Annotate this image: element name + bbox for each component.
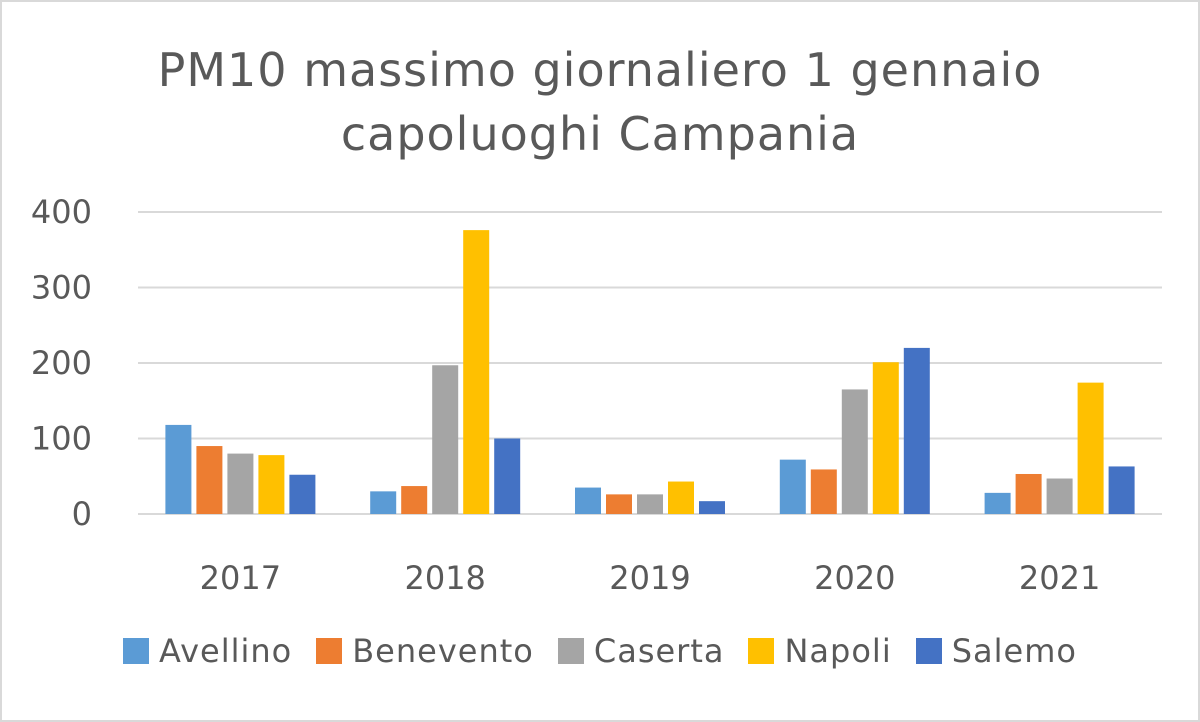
y-axis-ticks: 0 100 200 300 400 <box>31 193 92 533</box>
bar-salerno-2018 <box>494 438 521 514</box>
bars <box>165 230 1135 514</box>
bar-avellino-2017 <box>165 424 192 514</box>
legend-swatch <box>316 638 343 664</box>
x-axis-ticks: 2017 2018 2019 2020 2021 <box>200 559 1101 597</box>
legend: Avellino Benevento Caserta Napoli Salemo <box>0 632 1200 670</box>
legend-swatch <box>915 638 942 664</box>
legend-label: Avellino <box>159 632 293 670</box>
legend-swatch <box>748 638 775 664</box>
chart-title-line-2: capoluoghi Campania <box>340 107 860 161</box>
bar-salerno-2020 <box>903 347 930 514</box>
legend-label: Salemo <box>951 632 1077 670</box>
y-tick-label: 0 <box>72 495 92 533</box>
legend-swatch <box>557 638 584 664</box>
bar-caserta-2020 <box>841 389 868 514</box>
bar-benevento-2017 <box>196 446 223 514</box>
legend-item-salerno: Salemo <box>915 632 1077 670</box>
bar-avellino-2018 <box>370 491 397 514</box>
y-tick-label: 400 <box>31 193 92 231</box>
x-tick-label: 2021 <box>1019 559 1100 597</box>
legend-item-avellino: Avellino <box>123 632 292 670</box>
gridlines <box>138 211 1162 515</box>
y-tick-label: 100 <box>31 420 92 458</box>
legend-item-benevento: Benevento <box>316 632 534 670</box>
bar-caserta-2019 <box>637 494 663 514</box>
bar-benevento-2019 <box>606 494 632 514</box>
bar-napoli-2020 <box>872 362 899 514</box>
x-tick-label: 2017 <box>200 559 281 597</box>
bar-caserta-2017 <box>227 453 254 514</box>
y-tick-label: 200 <box>31 344 92 382</box>
legend-swatch <box>123 638 150 664</box>
bar-avellino-2021 <box>984 492 1011 514</box>
legend-item-caserta: Caserta <box>557 632 725 670</box>
bar-benevento-2020 <box>810 469 837 514</box>
legend-label: Caserta <box>593 632 725 670</box>
bar-napoli-2017 <box>258 455 285 514</box>
x-tick-label: 2018 <box>404 559 485 597</box>
bar-caserta-2018 <box>432 365 459 514</box>
bar-benevento-2018 <box>401 486 428 514</box>
bar-napoli-2019 <box>668 481 694 514</box>
bar-salerno-2021 <box>1108 466 1135 514</box>
legend-label: Benevento <box>352 632 534 670</box>
bar-avellino-2019 <box>575 487 601 514</box>
bar-napoli-2018 <box>463 230 490 514</box>
x-tick-label: 2020 <box>814 559 895 597</box>
y-tick-label: 300 <box>31 269 92 307</box>
chart-title: PM10 massimo giornaliero 1 gennaio capol… <box>0 38 1200 166</box>
bar-benevento-2021 <box>1015 473 1042 514</box>
chart-title-line-1: PM10 massimo giornaliero 1 gennaio <box>157 43 1043 97</box>
bar-napoli-2021 <box>1077 382 1104 514</box>
bar-avellino-2020 <box>779 459 806 514</box>
bar-salerno-2019 <box>699 501 725 514</box>
bar-caserta-2021 <box>1046 478 1073 514</box>
legend-label: Napoli <box>784 632 892 670</box>
x-tick-label: 2019 <box>609 559 690 597</box>
bar-salerno-2017 <box>289 474 316 514</box>
legend-item-napoli: Napoli <box>748 632 891 670</box>
